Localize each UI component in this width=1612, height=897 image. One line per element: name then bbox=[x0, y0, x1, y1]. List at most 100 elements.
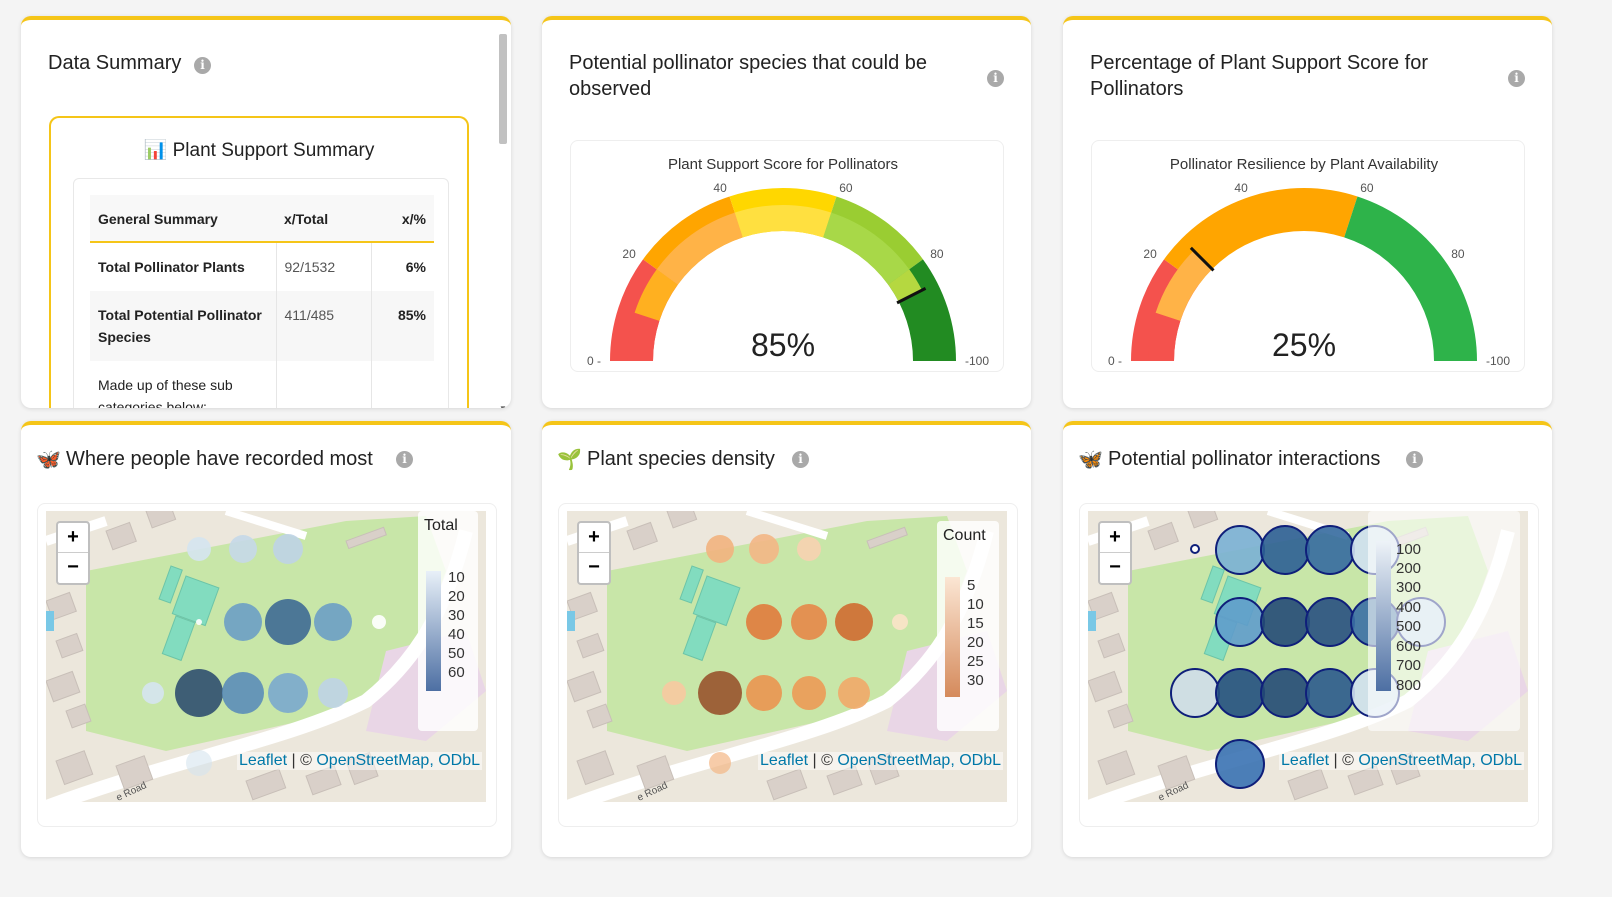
legend-label: 20 bbox=[967, 634, 984, 651]
legend-label: 400 bbox=[1396, 599, 1422, 616]
map-circles bbox=[142, 534, 386, 776]
row-fraction bbox=[275, 361, 372, 408]
gauge-needle bbox=[896, 287, 927, 305]
attribution-separator: | © bbox=[808, 752, 838, 769]
map-circle bbox=[892, 614, 908, 630]
info-icon[interactable]: i bbox=[194, 57, 211, 74]
info-icon[interactable]: i bbox=[1508, 70, 1525, 87]
info-icon[interactable]: i bbox=[987, 70, 1004, 87]
map-circle bbox=[229, 535, 257, 563]
legend-label: 200 bbox=[1396, 560, 1422, 577]
row-percent: 85% bbox=[370, 291, 434, 361]
attribution-separator: | © bbox=[1329, 752, 1359, 769]
summary-table-wrapper: General Summary x/Total x/% Total Pollin… bbox=[73, 178, 449, 408]
gauge-tick-label: 20 bbox=[1143, 247, 1157, 261]
scrollbar[interactable]: ▼ bbox=[497, 34, 509, 408]
leaflet-map[interactable]: e Road + − Total 10 20 30 40 50 60 Leafl… bbox=[46, 511, 486, 802]
map-circle bbox=[792, 676, 826, 710]
gauge-inner-band bbox=[1148, 312, 1181, 361]
row-fraction: 92/1532 bbox=[275, 242, 372, 291]
legend-gradient bbox=[1376, 541, 1391, 691]
zoom-out-button[interactable]: − bbox=[588, 556, 600, 578]
gauge-tick-label: 60 bbox=[839, 181, 853, 195]
map-container: e Road + − 100 200 300 400 500 600 700 8… bbox=[1079, 503, 1539, 827]
info-icon[interactable]: i bbox=[792, 451, 809, 468]
legend-gradient bbox=[426, 571, 441, 691]
card-title: Percentage of Plant Support Score for Po… bbox=[1090, 52, 1428, 100]
info-icon[interactable]: i bbox=[1406, 451, 1423, 468]
map-circle bbox=[1170, 668, 1220, 718]
gauge-title: Plant Support Score for Pollinators bbox=[668, 156, 898, 173]
legend-label: 15 bbox=[967, 615, 984, 632]
legend-label: 10 bbox=[967, 596, 984, 613]
map-legend: Count 5 10 15 20 25 30 bbox=[937, 521, 999, 731]
map-circle bbox=[372, 615, 386, 629]
table-row: Made up of these sub categories below: bbox=[90, 361, 434, 408]
map-circle bbox=[187, 537, 211, 561]
map-circle bbox=[835, 603, 873, 641]
gauge-chart: Plant Support Score for Pollinators 0 - 2… bbox=[587, 141, 989, 371]
map-circle bbox=[196, 619, 202, 625]
leaflet-map[interactable]: e Road + − Count 5 10 15 20 25 30 Leafle… bbox=[567, 511, 1007, 802]
legend-title: Count bbox=[943, 527, 986, 544]
map-circle bbox=[1190, 544, 1200, 554]
map-circle bbox=[791, 604, 827, 640]
map-circle bbox=[709, 752, 731, 774]
sprout-icon: 🌱 bbox=[557, 449, 582, 471]
map-circle bbox=[1260, 668, 1310, 718]
card-title: Potential pollinator species that could … bbox=[569, 52, 928, 100]
map-legend: Total 10 20 30 40 50 60 bbox=[418, 511, 478, 731]
scroll-down-arrow[interactable]: ▼ bbox=[497, 404, 509, 408]
gauge-chart: Pollinator Resilience by Plant Availabil… bbox=[1108, 141, 1510, 371]
info-icon[interactable]: i bbox=[396, 451, 413, 468]
zoom-in-button[interactable]: + bbox=[58, 523, 88, 553]
gauge-band bbox=[1344, 196, 1477, 361]
gauge-tick-label: 20 bbox=[622, 247, 636, 261]
map-circle bbox=[268, 673, 308, 713]
legend-label: 50 bbox=[448, 645, 465, 662]
legend-label: 25 bbox=[967, 653, 984, 670]
map-circle bbox=[1215, 668, 1265, 718]
legend-label: 500 bbox=[1396, 618, 1422, 635]
legend-label: 100 bbox=[1396, 541, 1422, 558]
leaflet-link[interactable]: Leaflet bbox=[760, 752, 809, 769]
leaflet-map[interactable]: e Road + − 100 200 300 400 500 600 700 8… bbox=[1088, 511, 1528, 802]
map-circle bbox=[318, 678, 348, 708]
summary-box-title: 📊 Plant Support Summary bbox=[51, 138, 467, 162]
osm-link[interactable]: OpenStreetMap, ODbL bbox=[837, 752, 1001, 769]
zoom-in-button[interactable]: + bbox=[1100, 523, 1130, 553]
gauge-value: 85% bbox=[751, 327, 815, 363]
map-circle bbox=[224, 603, 262, 641]
card-title: Plant species density bbox=[587, 448, 775, 470]
map-attribution: Leaflet | © OpenStreetMap, ODbL bbox=[237, 752, 482, 770]
map-circle bbox=[1215, 597, 1265, 647]
row-fraction: 411/485 bbox=[275, 291, 372, 361]
map-legend: 100 200 300 400 500 600 700 800 bbox=[1368, 511, 1520, 731]
zoom-control: + − bbox=[1098, 521, 1132, 585]
map-container: e Road + − Count 5 10 15 20 25 30 Leafle… bbox=[558, 503, 1018, 827]
zoom-control: + − bbox=[56, 521, 90, 585]
plant-support-summary: 📊 Plant Support Summary General Summary … bbox=[49, 116, 469, 408]
gauge-inner-band bbox=[734, 205, 832, 238]
gauge-tick-label: 0 - bbox=[587, 354, 601, 368]
zoom-in-button[interactable]: + bbox=[579, 523, 609, 553]
data-summary-card: Data Summary i ▼ 📊 Plant Support Summary… bbox=[21, 16, 511, 408]
legend-title: Total bbox=[424, 517, 458, 534]
zoom-out-button[interactable]: − bbox=[67, 556, 79, 578]
plant-support-percentage-card: Percentage of Plant Support Score for Po… bbox=[1063, 16, 1552, 408]
row-percent bbox=[370, 361, 434, 408]
leaflet-link[interactable]: Leaflet bbox=[239, 752, 288, 769]
scrollbar-thumb[interactable] bbox=[499, 34, 507, 144]
map-circle bbox=[1215, 525, 1265, 575]
osm-link[interactable]: OpenStreetMap, ODbL bbox=[1358, 752, 1522, 769]
map-circle bbox=[222, 672, 264, 714]
legend-label: 700 bbox=[1396, 657, 1422, 674]
gauge-tick-label: 80 bbox=[1451, 247, 1465, 261]
zoom-out-button[interactable]: − bbox=[1109, 556, 1121, 578]
gauge-tick-label: 80 bbox=[930, 247, 944, 261]
legend-label: 600 bbox=[1396, 638, 1422, 655]
leaflet-link[interactable]: Leaflet bbox=[1281, 752, 1330, 769]
osm-link[interactable]: OpenStreetMap, ODbL bbox=[316, 752, 480, 769]
legend-label: 20 bbox=[448, 588, 465, 605]
map-circle bbox=[1305, 597, 1355, 647]
